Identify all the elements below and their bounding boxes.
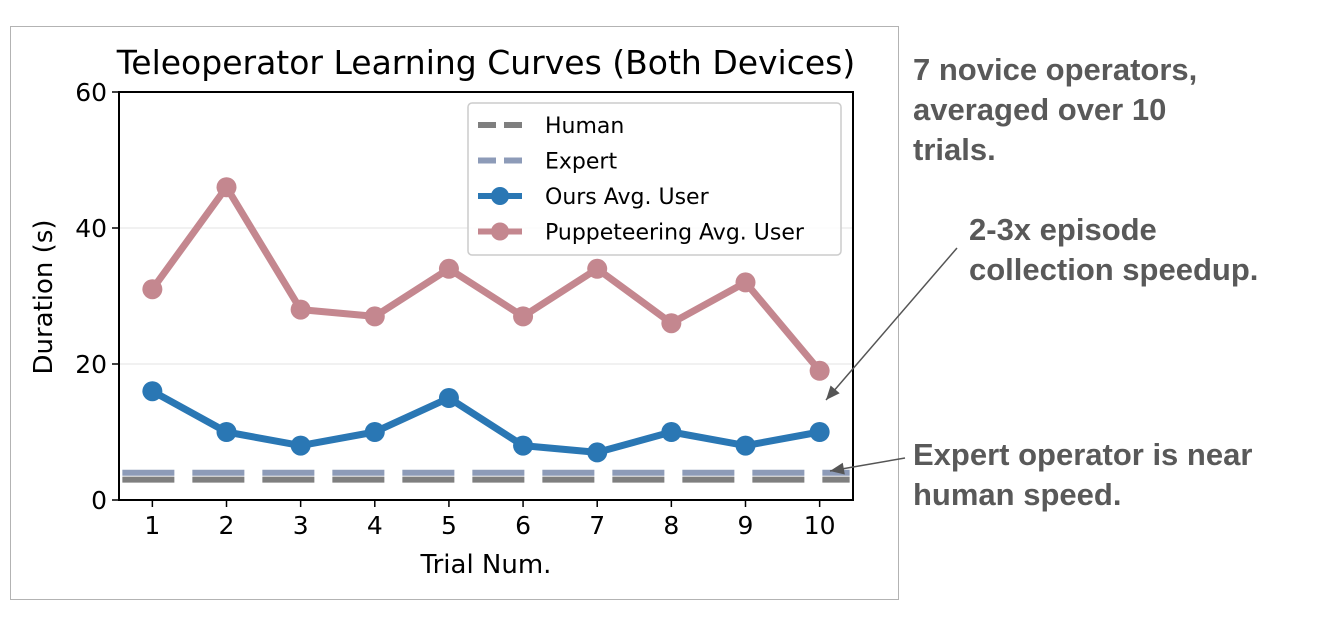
data-point-puppeteering-avg-user [809, 360, 830, 381]
data-point-puppeteering-avg-user [142, 279, 163, 300]
annotation-speedup: 2-3x episode collection speedup. [969, 210, 1314, 290]
legend-label-expert: Expert [545, 150, 617, 175]
data-point-puppeteering-avg-user [735, 272, 756, 293]
data-point-ours-avg-user [809, 422, 830, 442]
y-axis-label: Duration (s) [29, 219, 59, 374]
data-point-puppeteering-avg-user [438, 258, 459, 279]
data-point-ours-avg-user [438, 388, 459, 408]
x-tick-label: 6 [515, 511, 531, 540]
x-tick-label: 9 [738, 511, 754, 540]
legend-label-puppeteering-avg-user: Puppeteering Avg. User [545, 221, 805, 246]
data-point-ours-avg-user [290, 435, 311, 456]
x-tick-label: 5 [441, 511, 457, 540]
x-tick-label: 1 [144, 511, 160, 540]
x-axis-label: Trial Num. [420, 550, 552, 580]
series-line-ours-avg-user [150, 388, 821, 456]
annotation-expert-speed: Expert operator is near human speed. [913, 435, 1313, 515]
data-point-puppeteering-avg-user [587, 258, 608, 279]
data-point-puppeteering-avg-user [216, 177, 237, 198]
plot-area-border [118, 91, 854, 501]
legend-marker-puppeteering-avg-user [491, 222, 509, 241]
plot-series [122, 177, 850, 483]
annotation-expert-line: Expert operator is near [913, 437, 1253, 472]
annotation-speedup-line: 2-3x episode [969, 212, 1157, 247]
data-point-ours-avg-user [661, 422, 682, 442]
x-tick-label: 2 [219, 511, 235, 540]
legend-label-ours-avg-user: Ours Avg. User [545, 185, 710, 210]
series-line-puppeteering-avg-user [149, 183, 823, 374]
annotation-speedup-line: collection speedup. [969, 252, 1259, 287]
arrow-speedup [825, 247, 958, 401]
y-tick-label: 0 [91, 486, 107, 515]
data-point-puppeteering-avg-user [513, 306, 534, 327]
data-point-puppeteering-avg-user [364, 306, 385, 327]
data-point-ours-avg-user [735, 435, 756, 456]
data-point-ours-avg-user [216, 422, 237, 442]
data-point-puppeteering-avg-user [290, 299, 311, 320]
chart-title: Teleoperator Learning Curves (Both Devic… [116, 43, 856, 82]
annotation-novice-line: 7 novice operators, [913, 52, 1198, 87]
legend-marker-ours-avg-user [491, 187, 509, 205]
annotation-arrows [825, 247, 958, 475]
legend-box [467, 102, 842, 256]
data-point-ours-avg-user [513, 435, 534, 456]
x-tick-label: 4 [367, 511, 383, 540]
y-tick-label: 60 [75, 78, 107, 107]
data-point-ours-avg-user [142, 381, 163, 402]
annotation-novice-operators: 7 novice operators, averaged over 10 tri… [913, 50, 1293, 170]
annotation-expert-line: human speed. [913, 477, 1122, 512]
data-point-ours-avg-user [364, 422, 385, 442]
legend-label-human: Human [545, 114, 624, 139]
y-tick-label: 20 [75, 350, 107, 379]
arrow-speedup-head [826, 385, 840, 400]
annotation-novice-line: trials. [913, 132, 996, 167]
annotation-novice-line: averaged over 10 [913, 92, 1167, 127]
axis-ticks: 0 20 40 60 1 2 3 4 5 6 7 8 9 10 [75, 78, 835, 540]
data-point-ours-avg-user [587, 442, 608, 463]
x-tick-label: 10 [804, 511, 836, 540]
data-point-puppeteering-avg-user [661, 313, 682, 334]
legend: Human Expert Ours Avg. User Puppeteering Av… [467, 102, 842, 256]
x-tick-label: 7 [589, 511, 605, 540]
x-tick-label: 3 [293, 511, 309, 540]
x-tick-label: 8 [663, 511, 679, 540]
arrow-expert-head [830, 462, 845, 475]
y-tick-label: 40 [75, 214, 107, 243]
